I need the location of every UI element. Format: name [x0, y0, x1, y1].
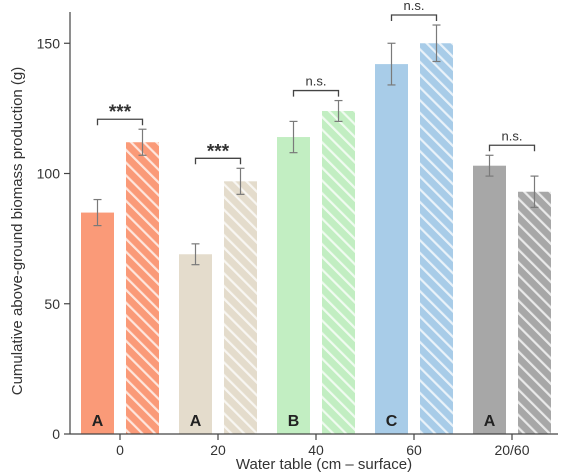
- bar-hatched: [224, 181, 257, 434]
- significance-bracket: [292, 89, 340, 97]
- group-letter: A: [190, 413, 202, 430]
- x-tick-label: 20/60: [494, 442, 529, 458]
- significance-bracket: [488, 144, 536, 152]
- group-letter: A: [92, 413, 104, 430]
- plot-area: 050100150***A0***A20n.s.B40n.s.C60n.s.A2…: [37, 0, 551, 458]
- significance-bracket: [390, 14, 438, 22]
- significance-label: ***: [207, 141, 230, 162]
- bar-hatched: [322, 110, 355, 434]
- bar-solid: [375, 64, 408, 435]
- x-tick-label: 60: [406, 442, 422, 458]
- y-tick-label: 150: [37, 35, 61, 51]
- bar-solid: [81, 212, 114, 434]
- x-axis-title: Water table (cm – surface): [236, 456, 412, 473]
- group-letter: B: [288, 413, 300, 430]
- significance-label: n.s.: [404, 0, 425, 13]
- significance-label: ***: [109, 102, 132, 123]
- significance-label: n.s.: [502, 128, 523, 143]
- group-letter: A: [484, 413, 496, 430]
- bar-solid: [277, 137, 310, 434]
- group-letter: C: [386, 413, 398, 430]
- y-tick-label: 100: [37, 166, 61, 182]
- x-tick-label: 40: [308, 442, 324, 458]
- bar-hatched: [420, 43, 453, 435]
- bar-hatched: [518, 191, 551, 434]
- significance-label: n.s.: [306, 74, 327, 89]
- y-tick-label: 0: [52, 426, 60, 442]
- bar-solid: [179, 254, 212, 434]
- bar-solid: [473, 165, 506, 435]
- significance-bracket: [96, 118, 144, 126]
- x-tick-label: 0: [116, 442, 124, 458]
- y-axis-title: Cumulative above-ground biomass producti…: [9, 67, 26, 396]
- y-tick-label: 50: [44, 296, 60, 312]
- significance-bracket: [194, 157, 242, 165]
- bar-hatched: [126, 142, 159, 434]
- x-tick-label: 20: [210, 442, 226, 458]
